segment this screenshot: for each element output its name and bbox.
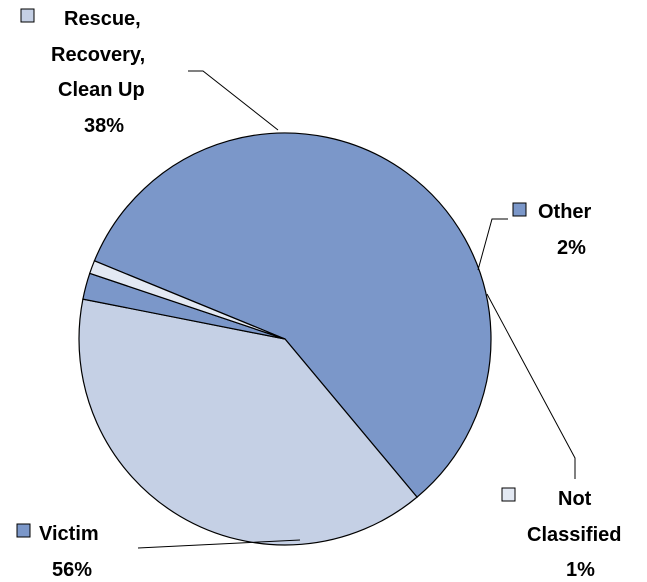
leader-line-victim (137, 539, 301, 549)
pie-slice-not-classified (88, 260, 286, 340)
leader-lines (137, 70, 576, 549)
label-victim-line-1: Victim (39, 523, 99, 545)
label-not-classified: Not Classified 1% (501, 487, 621, 581)
label-other-line-1: Other (538, 201, 592, 223)
label-rescue-line-2: Recovery, (51, 44, 145, 66)
legend-key-rescue (20, 8, 35, 23)
label-not-classified-line-2: Classified (527, 524, 621, 546)
label-other: Other 2% (512, 201, 592, 259)
pie-slice-victim (93, 132, 492, 498)
pie-slice-rescue (78, 298, 418, 546)
label-rescue-line-3: Clean Up (58, 79, 145, 101)
label-other-percent: 2% (557, 237, 586, 259)
legend-key-victim (16, 523, 31, 538)
label-rescue-line-1: Rescue, (64, 8, 141, 30)
label-victim: Victim 56% (16, 523, 99, 581)
label-rescue: Rescue, Recovery, Clean Up 38% (20, 8, 145, 137)
label-not-classified-percent: 1% (566, 559, 595, 581)
legend-key-other (512, 202, 527, 217)
leader-line-rescue (188, 70, 279, 131)
leader-line-other (477, 218, 508, 271)
label-victim-percent: 56% (52, 559, 92, 581)
leader-line-not-classified (486, 293, 576, 479)
label-not-classified-line-1: Not (558, 488, 592, 510)
legend-key-not-classified (501, 487, 516, 502)
pie-slices (78, 132, 492, 546)
label-rescue-percent: 38% (84, 115, 124, 137)
